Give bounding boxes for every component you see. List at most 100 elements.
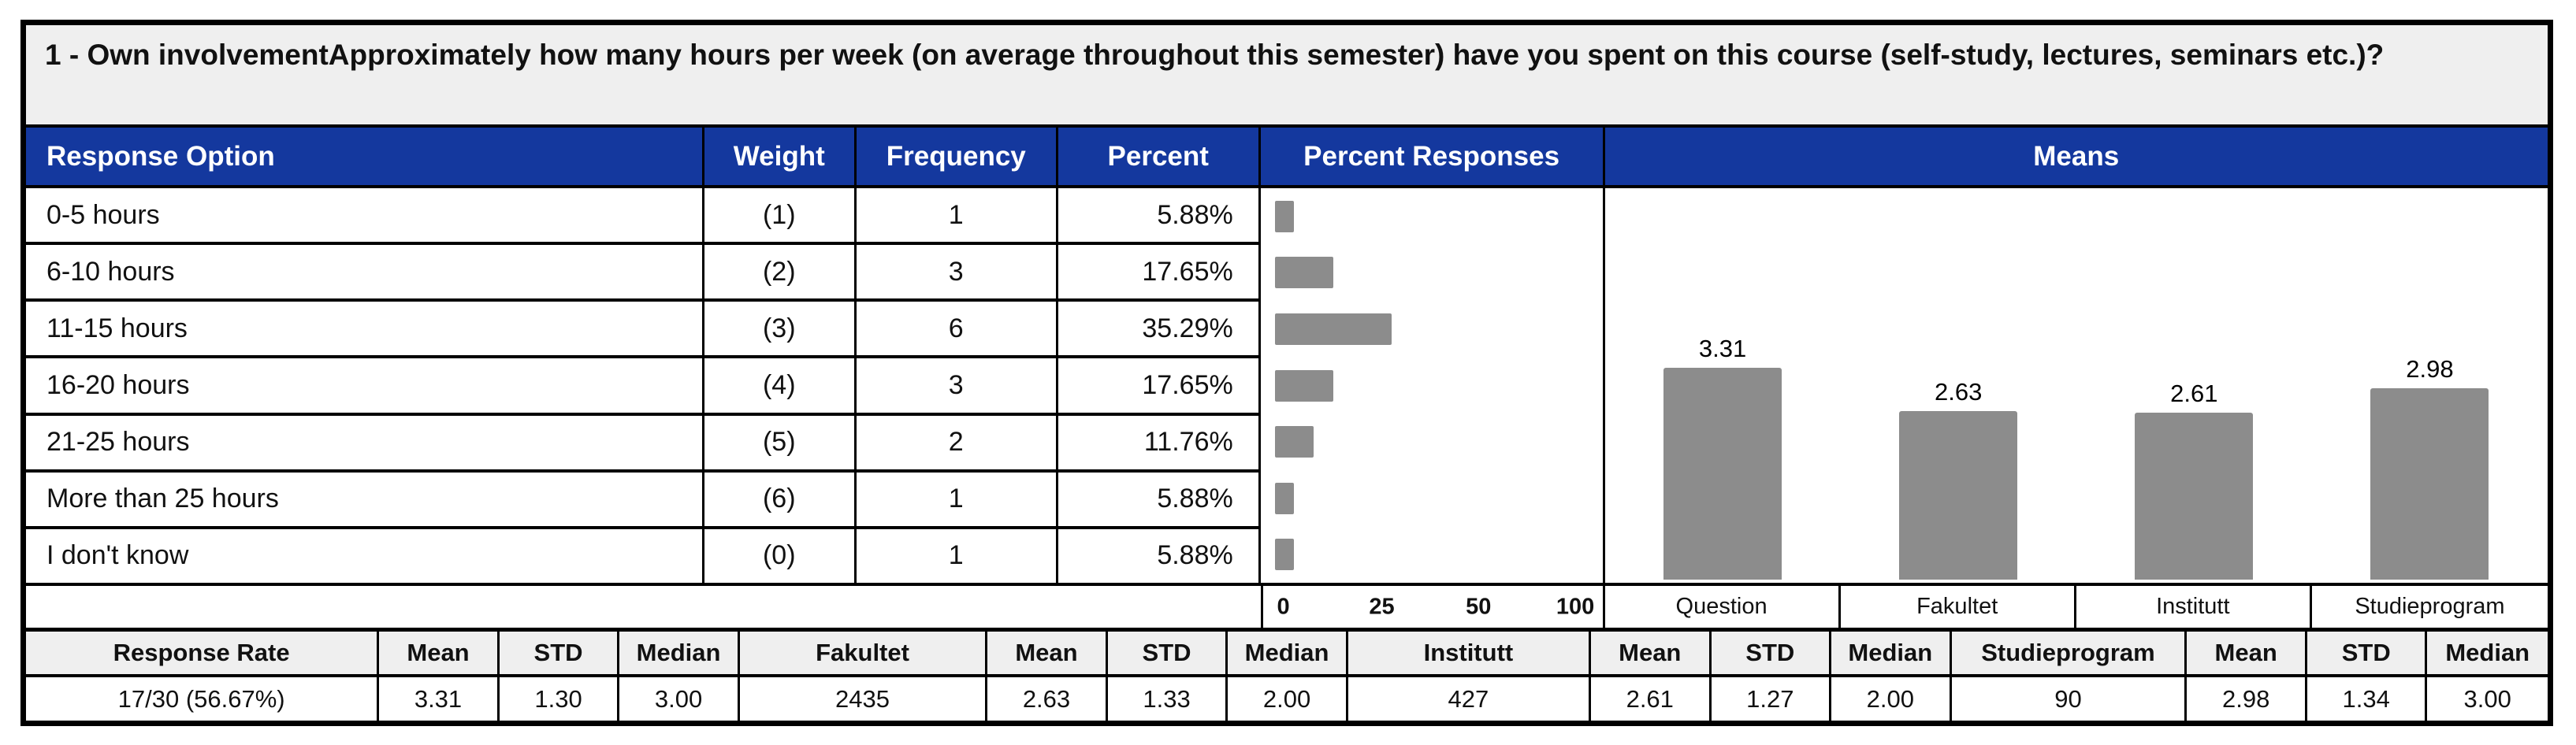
summary-value-cell: 1.34 (2307, 677, 2428, 721)
summary-value-cell: 427 (1348, 677, 1591, 721)
mean-bar (1899, 410, 2018, 580)
summary-value-cell: 3.00 (2463, 684, 2511, 713)
column-header-percent: Percent (1058, 128, 1261, 185)
summary-value-cell: 1.27 (1712, 677, 1832, 721)
response-option-label: 0-5 hours (26, 188, 704, 246)
summary-value-cell: 2.00 (1831, 677, 1952, 721)
mean-bar (2135, 412, 2254, 580)
percent-bar (1274, 539, 1295, 571)
summary-header-cell: Mean (2187, 632, 2307, 674)
summary-header-cell: Median (1831, 632, 1952, 674)
summary-value-cell: 2.98 (2187, 677, 2307, 721)
percent-bar (1274, 200, 1295, 232)
response-table-body: 0-5 hours (1) 1 5.88% 6-10 hours (2) 3 17.65% 11… (26, 188, 2548, 586)
summary-value-cell: 1.30 (500, 677, 620, 721)
summary-value-cell: 1.33 (1108, 677, 1229, 721)
summary-header-cell: Mean (1591, 632, 1712, 674)
summary-value-cell: 3.00 (619, 677, 740, 721)
column-header-response-option: Response Option (26, 128, 704, 185)
mean-value-label: 2.98 (2406, 355, 2454, 384)
mean-value-label: 2.63 (1935, 377, 1983, 406)
percent-value: 17.65% (1058, 245, 1261, 302)
summary-header-cell: Median (1228, 632, 1348, 674)
percent-bar-slot (1261, 358, 1603, 414)
mean-bar (2370, 388, 2489, 580)
summary-header-cell: STD (2307, 632, 2428, 674)
mean-value-label: 3.31 (1698, 334, 1747, 362)
weight-value: (6) (704, 472, 857, 529)
percent-bar-slot (1261, 188, 1603, 245)
summary-header-cell: Mean (379, 632, 500, 674)
summary-header-cell: STD (500, 632, 620, 674)
frequency-value: 1 (856, 528, 1058, 586)
column-header-weight: Weight (704, 128, 857, 185)
table-header-row: Response Option Weight Frequency Percent… (26, 128, 2548, 188)
summary-values-row: 17/30 (56.67%) 3.31 1.30 3.00 2435 2.63 1.33 2.… (26, 677, 2548, 721)
percent-value: 11.76% (1058, 415, 1261, 473)
percent-value: 5.88% (1058, 472, 1261, 529)
summary-header-cell: Fakultet (740, 632, 988, 674)
axis-spacer (26, 586, 1261, 628)
frequency-value: 2 (856, 415, 1058, 473)
means-category-labels: Question Fakultet Institutt Studieprogram (1605, 586, 2548, 628)
axis-tick-label: 0 (1277, 594, 1290, 619)
summary-header-cell: Response Rate (26, 632, 380, 674)
summary-header-cell: Median (2445, 639, 2530, 666)
summary-value-cell: 3.31 (379, 677, 500, 721)
summary-header-cell: Mean (987, 632, 1108, 674)
mean-bar-group: 3.31 (1605, 188, 1841, 583)
column-header-frequency: Frequency (857, 128, 1058, 185)
report-frame: 1 - Own involvementApproximately how man… (20, 20, 2553, 726)
axis-tick-label: 50 (1466, 594, 1492, 619)
axis-tick-label: 25 (1369, 594, 1395, 619)
percent-bar (1274, 369, 1333, 402)
summary-value-cell: 90 (1952, 677, 2188, 721)
percent-bar (1274, 257, 1333, 289)
percent-value: 17.65% (1058, 358, 1261, 416)
summary-value-cell: 2.63 (987, 677, 1108, 721)
response-option-label: 11-15 hours (26, 302, 704, 359)
frequency-value: 3 (856, 358, 1058, 416)
response-option-label: 16-20 hours (26, 358, 704, 416)
column-header-means: Means (2033, 140, 2120, 172)
mean-bar-group: 2.61 (2076, 188, 2312, 583)
percent-bar-slot (1261, 526, 1603, 583)
weight-value: (5) (704, 415, 857, 473)
response-option-label: More than 25 hours (26, 472, 704, 529)
weight-value: (1) (704, 188, 857, 246)
percent-bar-slot (1261, 413, 1603, 470)
percent-value: 5.88% (1058, 528, 1261, 586)
percent-responses-axis: 0 25 50 100 (1260, 586, 1605, 628)
summary-header-cell: STD (1108, 632, 1229, 674)
frequency-value: 3 (856, 245, 1058, 302)
means-category-label: Question (1605, 586, 1841, 628)
response-option-label: 21-25 hours (26, 415, 704, 473)
mean-value-label: 2.61 (2170, 379, 2218, 407)
percent-bar-slot (1261, 301, 1603, 358)
frequency-value: 1 (856, 472, 1058, 529)
summary-header-cell: Institutt (1348, 632, 1591, 674)
mean-bar-group: 2.98 (2312, 188, 2548, 583)
weight-value: (4) (704, 358, 857, 416)
weight-value: (2) (704, 245, 857, 302)
frequency-value: 1 (856, 188, 1058, 246)
question-title: 1 - Own involvementApproximately how man… (26, 25, 2548, 128)
percent-bar (1274, 482, 1295, 514)
summary-value-cell: 17/30 (56.67%) (26, 677, 380, 721)
percent-bar (1274, 426, 1314, 458)
summary-header-row: Response Rate Mean STD Median Fakultet Mean ST… (26, 632, 2548, 677)
summary-header-cell: Studieprogram (1952, 632, 2188, 674)
percent-bar-slot (1261, 470, 1603, 527)
summary-value-cell: 2435 (740, 677, 988, 721)
summary-header-cell: Median (619, 632, 740, 674)
percent-responses-chart (1260, 188, 1605, 586)
response-option-label: I don't know (26, 528, 704, 586)
percent-value: 35.29% (1058, 302, 1261, 359)
percent-bar (1274, 313, 1392, 345)
means-category-label: Institutt (2076, 586, 2312, 628)
axis-row: 0 25 50 100 Question Fakultet Institutt Studie… (26, 586, 2548, 632)
column-header-percent-responses: Percent Responses (1261, 128, 1605, 185)
summary-value-cell: 2.61 (1591, 677, 1712, 721)
weight-value: (0) (704, 528, 857, 586)
percent-bar-slot (1261, 245, 1603, 302)
